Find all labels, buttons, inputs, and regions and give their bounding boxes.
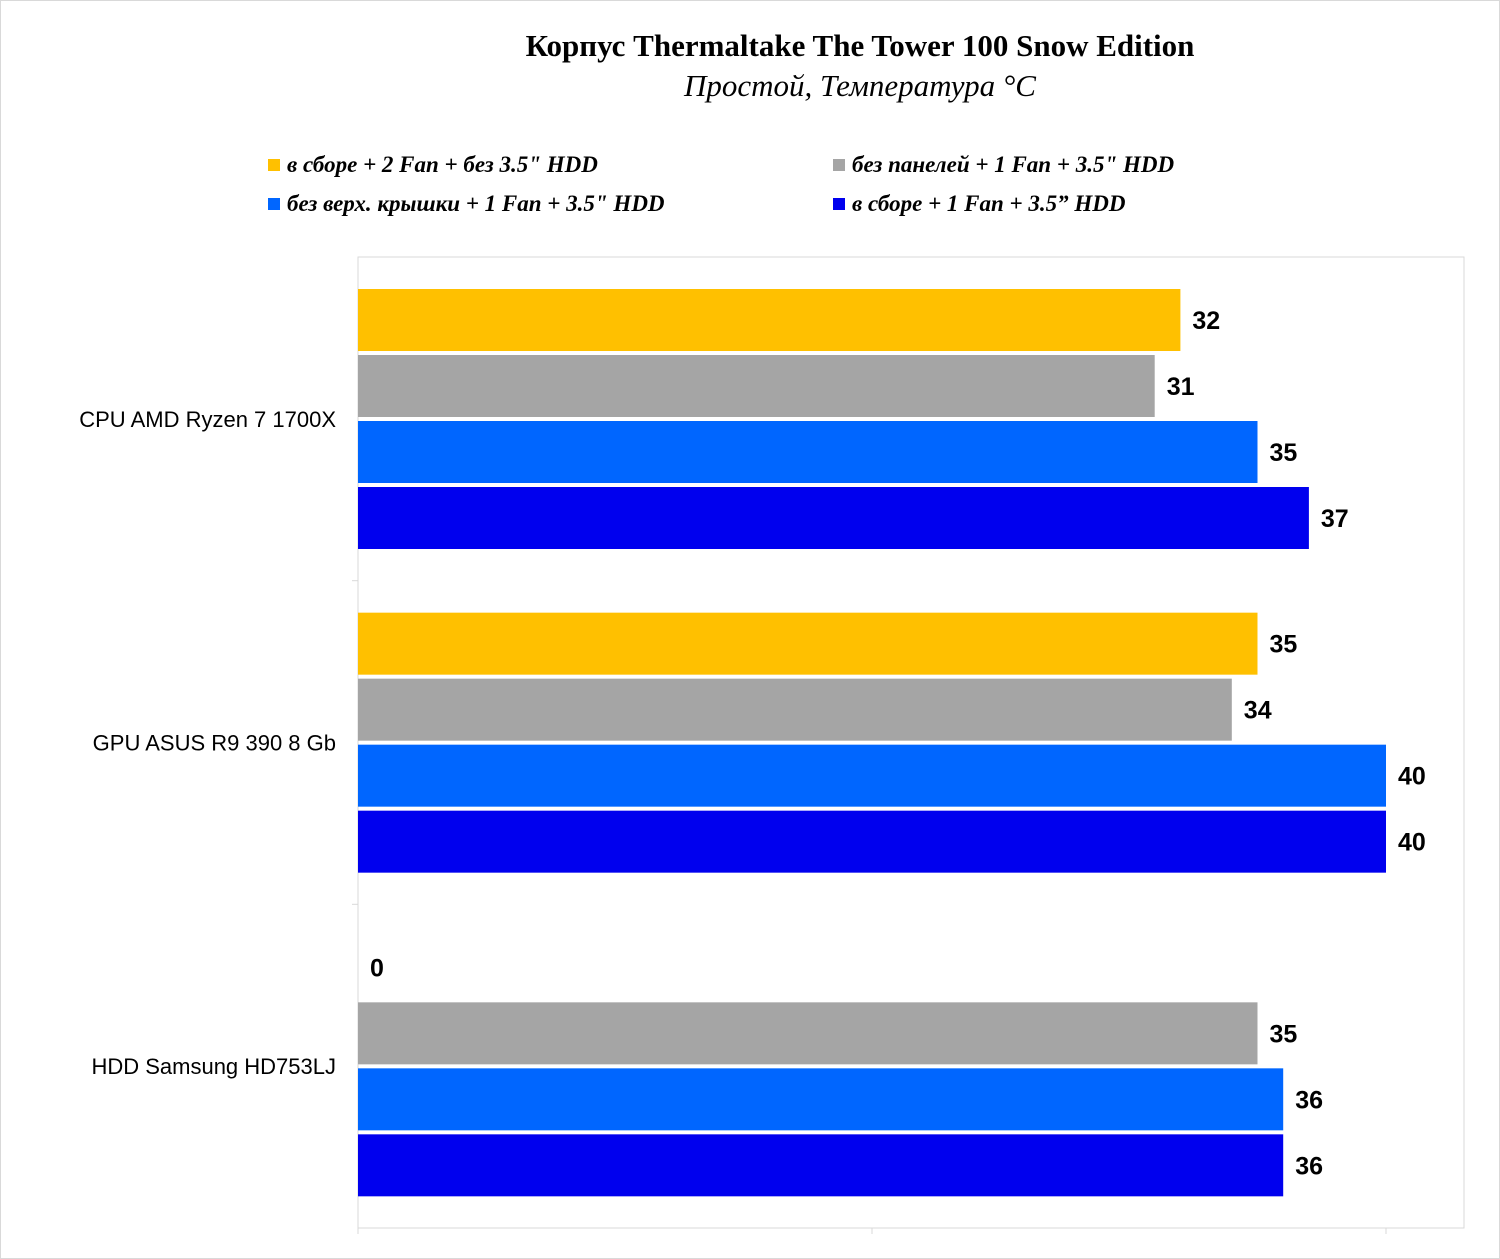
- legend-swatch-2: [268, 198, 280, 210]
- legend-item-1: без панелей + 1 Fan + 3.5" HDD: [833, 152, 1174, 178]
- legend-swatch-1: [833, 159, 845, 171]
- bar-2-1: [358, 1002, 1258, 1065]
- legend-swatch-3: [833, 198, 845, 210]
- value-label-1-3: 40: [1398, 829, 1426, 857]
- legend-swatch-0: [268, 159, 280, 171]
- bar-0-2: [358, 421, 1258, 483]
- bar-0-3: [358, 487, 1309, 549]
- legend-label-2: без верх. крышки + 1 Fan + 3.5" HDD: [287, 191, 665, 216]
- chart-title: Корпус Thermaltake The Tower 100 Snow Ed…: [525, 28, 1195, 63]
- legend-item-2: без верх. крышки + 1 Fan + 3.5" HDD: [268, 191, 665, 217]
- legend-item-3: в сборе + 1 Fan + 3.5” HDD: [833, 191, 1126, 217]
- category-label-1: GPU ASUS R9 390 8 Gb: [93, 731, 336, 756]
- category-label-2: HDD Samsung HD753LJ: [91, 1054, 336, 1079]
- chart-subtitle: Простой, Температура °C: [684, 68, 1036, 103]
- plot-area: [357, 256, 1465, 1229]
- bar-1-2: [358, 744, 1386, 807]
- bar-2-2: [358, 1068, 1284, 1131]
- value-label-0-0: 32: [1192, 307, 1220, 335]
- value-label-1-2: 40: [1398, 763, 1426, 791]
- legend-item-0: в сборе + 2 Fan + без 3.5" HDD: [268, 152, 598, 178]
- legend-label-3: в сборе + 1 Fan + 3.5” HDD: [852, 191, 1126, 216]
- bar-0-0: [358, 289, 1181, 351]
- value-label-0-3: 37: [1321, 505, 1349, 533]
- bar-1-0: [358, 612, 1258, 675]
- category-label-0: CPU AMD Ryzen 7 1700X: [79, 407, 336, 432]
- value-label-2-1: 35: [1270, 1020, 1298, 1048]
- value-label-1-0: 35: [1270, 631, 1298, 659]
- value-label-0-1: 31: [1167, 373, 1195, 401]
- legend-label-0: в сборе + 2 Fan + без 3.5" HDD: [287, 152, 598, 177]
- value-label-2-2: 36: [1295, 1086, 1323, 1114]
- bar-1-1: [358, 678, 1232, 741]
- bar-1-3: [358, 810, 1386, 873]
- value-label-0-2: 35: [1270, 439, 1298, 467]
- value-label-1-1: 34: [1244, 697, 1272, 725]
- value-label-2-0: 0: [370, 954, 384, 982]
- bar-2-3: [358, 1134, 1284, 1197]
- value-label-2-3: 36: [1295, 1152, 1323, 1180]
- legend-label-1: без панелей + 1 Fan + 3.5" HDD: [852, 152, 1175, 177]
- bar-0-1: [358, 355, 1155, 417]
